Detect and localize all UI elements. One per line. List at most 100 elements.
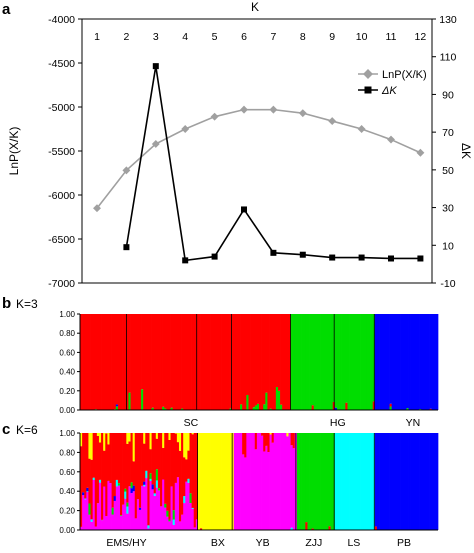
structure-bar-segment	[107, 314, 109, 410]
structure-bar-segment	[272, 314, 274, 410]
structure-bar-segment	[430, 314, 432, 409]
structure-bar-segment	[345, 314, 347, 403]
structure-bar-segment	[158, 488, 160, 490]
structure-bar-segment	[225, 433, 227, 530]
structure-bar-segment	[326, 433, 328, 530]
structure-bar-segment	[381, 314, 383, 410]
structure-bar-segment	[415, 314, 417, 410]
structure-bar-segment	[392, 433, 394, 530]
data-point-deltak	[388, 255, 394, 261]
structure-bar-segment	[261, 314, 263, 410]
structure-bar-segment	[183, 496, 185, 503]
structure-bar-segment	[421, 433, 423, 530]
data-point-deltak	[300, 252, 306, 258]
structure-bar-segment	[223, 433, 225, 530]
structure-bar-segment	[240, 404, 242, 410]
structure-bar-segment	[164, 433, 166, 504]
structure-bar-segment	[173, 510, 175, 519]
x-tick-label: 9	[329, 31, 335, 43]
structure-bar-segment	[124, 499, 126, 530]
structure-bar-segment	[143, 433, 145, 444]
structure-bar-segment	[162, 479, 164, 530]
structure-bar-segment	[187, 479, 189, 483]
structure-bar-segment	[425, 314, 427, 410]
y-left-tick-label: -6000	[48, 190, 75, 202]
y-tick-label: 0.40	[59, 368, 75, 377]
panel-c-letter: c	[2, 421, 10, 438]
structure-bar-segment	[295, 314, 297, 410]
panel-c-y-ticks: 0.000.200.400.600.801.00	[59, 429, 80, 535]
structure-bar-segment	[387, 433, 389, 530]
structure-bar-segment	[364, 433, 366, 530]
structure-bar-segment	[263, 314, 265, 404]
structure-bar-segment	[160, 506, 162, 530]
structure-bar-segment	[385, 433, 387, 530]
data-point-lnp	[358, 125, 366, 133]
structure-bar-segment	[156, 314, 158, 410]
data-point-lnp	[181, 125, 189, 133]
data-point-deltak	[212, 254, 218, 260]
structure-bar-segment	[276, 387, 278, 410]
panel-b-structure-bars	[80, 314, 438, 410]
structure-bar-segment	[238, 433, 240, 530]
structure-bar-segment	[149, 449, 151, 473]
structure-bar-segment	[109, 433, 111, 483]
y-tick-label: 0.20	[59, 387, 75, 396]
structure-bar-segment	[156, 433, 158, 439]
structure-bar-segment	[147, 314, 149, 410]
y-right-tick-label: 30	[442, 203, 454, 215]
structure-bar-segment	[112, 515, 114, 530]
y-left-tick-label: -5000	[48, 102, 75, 114]
structure-bar-segment	[97, 433, 99, 436]
structure-bar-segment	[221, 314, 223, 410]
structure-bar-segment	[257, 433, 259, 530]
structure-bar-segment	[369, 314, 371, 410]
structure-bar-segment	[253, 433, 255, 530]
structure-bar-segment	[173, 314, 175, 410]
structure-bar-segment	[97, 503, 99, 530]
structure-bar-segment	[400, 314, 402, 410]
structure-bar-segment	[185, 459, 187, 481]
structure-bar-segment	[187, 433, 189, 451]
structure-bar-segment	[86, 491, 88, 492]
structure-bar-segment	[394, 433, 396, 530]
structure-bar-segment	[267, 314, 269, 410]
structure-bar-segment	[208, 433, 210, 530]
structure-bar-segment	[177, 433, 179, 442]
structure-bar-segment	[143, 444, 145, 482]
structure-bar-segment	[86, 433, 88, 488]
structure-bar-segment	[116, 486, 118, 530]
data-point-lnp	[416, 149, 424, 157]
structure-bar-segment	[156, 439, 158, 469]
structure-bar-segment	[240, 314, 242, 404]
structure-bar-segment	[145, 478, 147, 530]
structure-bar-segment	[436, 433, 438, 530]
structure-bar-segment	[341, 433, 343, 530]
structure-bar-segment	[192, 434, 194, 508]
structure-bar-segment	[307, 314, 309, 410]
y-right-tick-label: 90	[442, 89, 454, 101]
structure-bar-segment	[265, 393, 267, 410]
structure-bar-segment	[152, 433, 154, 484]
structure-bar-segment	[213, 433, 215, 530]
structure-bar-segment	[131, 433, 133, 482]
structure-bar-segment	[156, 480, 158, 487]
structure-bar-segment	[181, 433, 183, 515]
structure-bar-segment	[137, 433, 139, 499]
structure-bar-segment	[347, 314, 349, 410]
structure-bar-segment	[328, 526, 330, 530]
structure-bar-segment	[310, 433, 312, 530]
structure-bar-segment	[187, 314, 189, 410]
structure-bar-segment	[166, 511, 168, 517]
structure-bar-segment	[179, 314, 181, 410]
data-point-deltak	[329, 255, 335, 261]
structure-bar-segment	[322, 433, 324, 530]
structure-bar-segment	[177, 314, 179, 410]
x-tick-label: 5	[212, 31, 218, 43]
panel-b-k-label: K=3	[16, 297, 38, 311]
structure-bar-segment	[131, 482, 133, 488]
